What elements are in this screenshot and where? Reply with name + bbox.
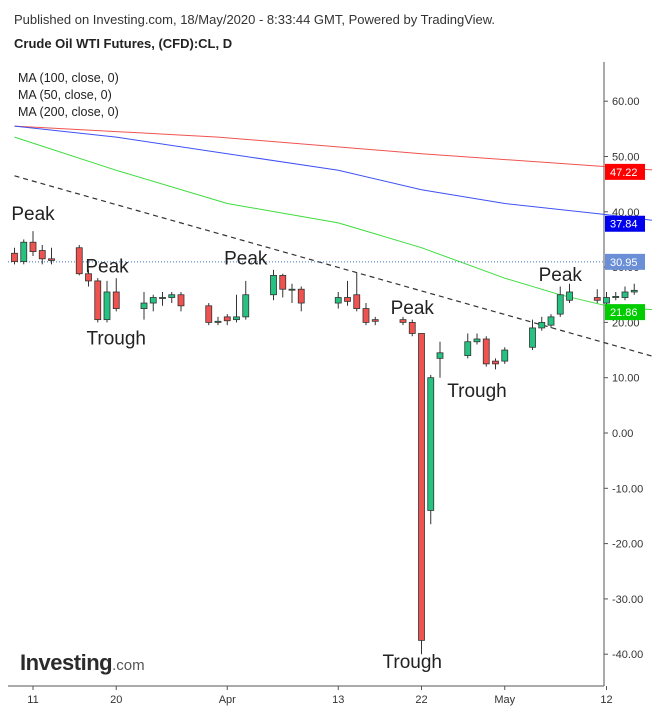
candle-body <box>242 294 250 318</box>
x-tick-label: Apr <box>219 694 236 706</box>
candle-body <box>168 294 176 298</box>
annotation-peak: Peak <box>539 265 583 286</box>
candle-body <box>529 327 536 348</box>
candle-body <box>538 321 546 329</box>
ma-line-200 <box>14 125 652 171</box>
logo-suffix: .com <box>112 657 145 674</box>
y-tick-label: -10.00 <box>612 483 643 495</box>
candle-body <box>279 274 287 290</box>
price-badge-label: 47.22 <box>610 167 638 179</box>
candle-body <box>48 258 55 261</box>
annotation-peak: Peak <box>85 257 129 278</box>
candle-body <box>418 333 425 641</box>
candle-body <box>20 241 28 262</box>
candle-body <box>362 308 370 323</box>
candle-body <box>603 297 610 304</box>
candle-body <box>344 297 351 302</box>
candle-body <box>75 247 83 275</box>
price-badge <box>605 253 645 270</box>
candle-body <box>399 319 407 323</box>
annotation-peak: Peak <box>11 204 55 225</box>
candle-body <box>149 297 157 304</box>
x-tick-label: 22 <box>415 694 427 706</box>
logo-main: Investing <box>20 650 113 675</box>
chart-symbol-title: Crude Oil WTI Futures, (CFD):CL, D <box>14 36 233 51</box>
candle-body <box>94 280 102 321</box>
ma-line-100 <box>14 125 652 221</box>
candle-body <box>353 294 361 309</box>
candle-body <box>214 320 222 323</box>
annotation-trough: Trough <box>87 329 147 350</box>
candle-body <box>371 319 379 322</box>
price-badge-label: 37.84 <box>610 219 638 231</box>
candle-body <box>103 291 111 321</box>
x-tick-label: 11 <box>27 694 38 706</box>
legend-ma50: MA (50, close, 0) <box>18 88 112 102</box>
candle-body <box>621 291 629 298</box>
candle-body <box>566 291 573 301</box>
candle-body <box>408 321 416 334</box>
price-badge <box>605 304 645 321</box>
candle-body <box>464 341 472 356</box>
x-tick-label: May <box>494 694 515 706</box>
candle-body <box>473 338 481 343</box>
y-tick-label: -40.00 <box>612 649 643 661</box>
candle-body <box>612 296 620 298</box>
y-tick-label: 60.00 <box>612 96 640 108</box>
candle-body <box>11 252 18 262</box>
annotation-trough: Trough <box>447 381 507 402</box>
y-tick-label: -30.00 <box>612 594 643 606</box>
candle-body <box>547 316 555 326</box>
price-badge <box>605 215 645 232</box>
candle-body <box>29 241 37 253</box>
candle-body <box>177 294 185 307</box>
legend-ma200: MA (200, close, 0) <box>18 105 119 119</box>
candle-body <box>85 273 92 282</box>
candle-body <box>427 377 435 511</box>
price-badge-label: 21.86 <box>610 307 638 319</box>
candle-body <box>270 274 277 296</box>
candle-body <box>288 288 296 291</box>
legend-ma100: MA (100, close, 0) <box>18 71 119 85</box>
candle-body <box>233 316 240 321</box>
candle-body <box>630 289 638 293</box>
annotation-peak: Peak <box>224 248 268 269</box>
y-tick-label: -20.00 <box>612 539 643 551</box>
candle-body <box>436 352 444 359</box>
candle-body <box>482 338 490 365</box>
y-tick-label: 20.00 <box>612 317 640 329</box>
x-tick-label: 12 <box>600 694 612 706</box>
x-tick-label: 20 <box>110 694 122 706</box>
candle-body <box>205 305 213 323</box>
ma-legend: MA (100, close, 0) MA (50, close, 0) MA … <box>18 70 119 121</box>
investing-logo: Investing.com <box>20 650 145 676</box>
candle-body <box>297 288 305 304</box>
y-tick-label: 10.00 <box>612 373 640 385</box>
annotation-trough: Trough <box>383 652 443 673</box>
candle-body <box>112 291 120 309</box>
candle-body <box>223 316 231 322</box>
price-badge-label: 30.95 <box>610 257 638 269</box>
annotation-peak: Peak <box>391 298 435 319</box>
candle-body <box>334 297 342 304</box>
candle-body <box>501 349 509 362</box>
candle-body <box>140 302 148 309</box>
candle-body <box>159 297 166 299</box>
price-badge <box>605 163 645 180</box>
candle-body <box>492 360 499 365</box>
x-tick-label: 13 <box>332 694 344 706</box>
candle-body <box>38 250 46 260</box>
y-tick-label: 0.00 <box>612 428 633 440</box>
ma-line-50 <box>14 136 652 311</box>
y-tick-label: 50.00 <box>612 152 640 164</box>
candle-body <box>593 297 601 301</box>
published-caption: Published on Investing.com, 18/May/2020 … <box>14 12 496 27</box>
candle-body <box>556 294 564 315</box>
